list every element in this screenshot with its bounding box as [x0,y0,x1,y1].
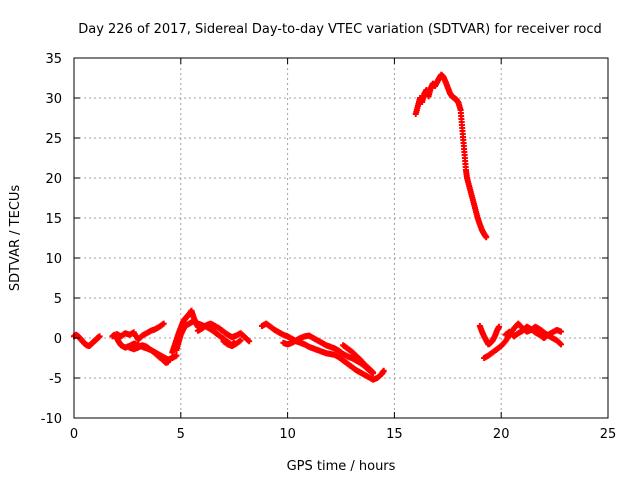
chart-title: Day 226 of 2017, Sidereal Day-to-day VTE… [78,22,602,37]
data-point [558,328,565,335]
y-tick-label: 0 [54,332,62,347]
data-point [237,337,244,344]
x-tick-label: 15 [386,427,403,442]
x-tick-label: 25 [600,427,617,442]
axis-ticks [73,57,609,419]
data-point [160,320,167,327]
x-tick-label: 0 [70,427,78,442]
plot-frame [73,57,609,419]
y-tick-labels: -10 -5 0 5 10 15 20 25 30 35 [41,52,62,427]
data-point [380,367,387,374]
data-point [173,352,180,359]
y-tick-label: 25 [45,132,62,147]
data-points [71,71,565,383]
data-point [483,234,490,241]
data-point [558,341,565,348]
data-point [246,338,253,345]
data-point [496,323,503,330]
y-tick-label: 15 [45,212,62,227]
y-tick-label: 30 [45,92,62,107]
x-axis-label: GPS time / hours [287,459,396,474]
y-tick-label: 5 [54,292,62,307]
grid-lines [74,58,608,418]
x-tick-label: 5 [177,427,185,442]
y-tick-label: 10 [45,252,62,267]
x-tick-label: 20 [493,427,510,442]
y-axis-label: SDTVAR / TECUs [8,185,23,292]
y-tick-label: -10 [41,412,62,427]
x-tick-labels: 0 5 10 15 20 25 [70,427,616,442]
y-tick-label: -5 [49,372,62,387]
data-point [370,369,377,376]
y-tick-label: 20 [45,172,62,187]
x-tick-label: 10 [279,427,296,442]
data-point [96,333,103,340]
y-tick-label: 35 [45,52,62,67]
